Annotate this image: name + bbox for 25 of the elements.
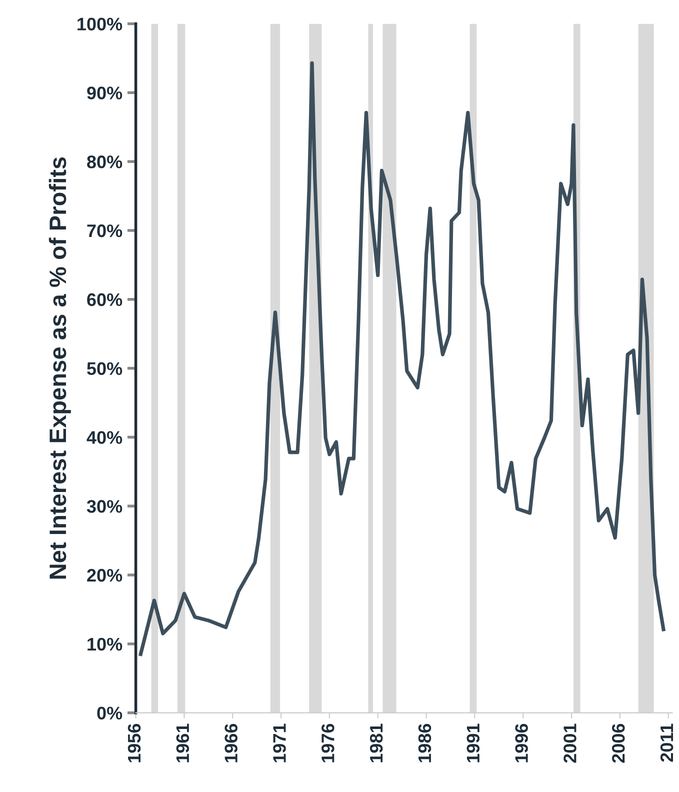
x-tick-label: 1996 <box>515 724 528 762</box>
y-tick-label: 30% <box>86 500 122 513</box>
y-tick-label: 70% <box>87 224 122 238</box>
x-tick-label: 1956 <box>128 724 141 762</box>
y-tick-label: 60% <box>87 293 122 306</box>
y-tick-label: 20% <box>87 568 122 582</box>
x-tick-label: 2006 <box>612 724 625 763</box>
y-tick-label: 0% <box>97 706 122 720</box>
y-tick-label: 50% <box>87 362 122 375</box>
y-axis-title: Net Interest Expense as a % of Profits <box>48 157 71 579</box>
x-tick-label: 1981 <box>370 724 383 762</box>
y-tick-label: 80% <box>87 156 122 168</box>
x-tick-label: 1966 <box>224 724 238 762</box>
x-tick-label: 2011 <box>660 724 674 762</box>
y-tick-label: 40% <box>86 431 122 444</box>
x-tick-label: 1961 <box>176 724 190 762</box>
line-series <box>138 61 666 656</box>
y-tick-label: 100% <box>78 18 122 30</box>
x-tick-label: 2001 <box>564 724 576 763</box>
y-tick-label: 10% <box>88 638 122 651</box>
x-tick-label: 1986 <box>418 724 432 762</box>
x-tick-label: 1971 <box>273 724 286 762</box>
y-tick-label: 90% <box>87 86 122 100</box>
x-tick-label: 1976 <box>322 724 334 762</box>
x-tick-label: 1991 <box>466 724 480 762</box>
